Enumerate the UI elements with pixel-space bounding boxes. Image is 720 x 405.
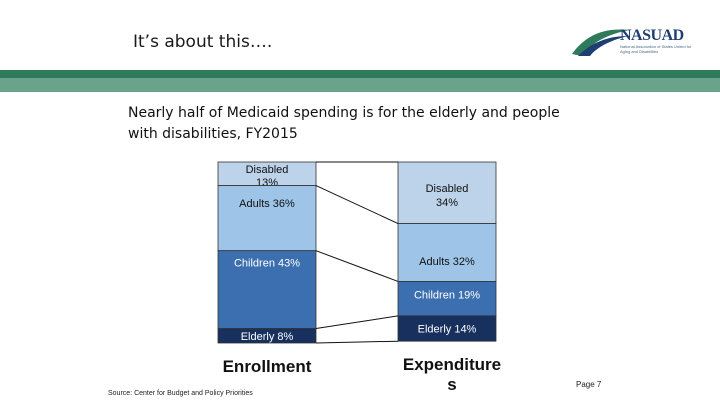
nasuad-logo-icon [572, 29, 630, 56]
page-number: Page 7 [576, 380, 602, 389]
connector-line [315, 340, 399, 344]
bar-children-enrollment [217, 250, 317, 329]
data-label-elderly-enrollment: Elderly 8% [241, 331, 294, 343]
header-band-light [0, 78, 720, 92]
category-label-expenditures: Expenditure s [403, 355, 501, 394]
connector-line [315, 315, 399, 330]
bar-adults-expenditures [397, 223, 497, 282]
logo-wordmark: NASUAD [620, 27, 684, 44]
slide-title: It’s about this…. [133, 32, 273, 52]
data-label-adults-enrollment: Adults 36% [239, 198, 295, 210]
bar-elderly-expenditures [397, 315, 497, 342]
data-label-adults-expenditures: Adults 32% [419, 256, 475, 268]
data-label-children-expenditures: Children 19% [414, 290, 480, 302]
header-band-dark [0, 70, 720, 78]
connector-line [315, 250, 399, 282]
data-label-elderly-expenditures: Elderly 14% [418, 324, 477, 336]
bar-disabled-expenditures [397, 161, 497, 224]
category-label-enrollment: Enrollment [223, 357, 312, 376]
data-label-disabled-expenditures: Disabled 34% [426, 183, 469, 209]
bar-children-expenditures [397, 281, 497, 317]
data-label-children-enrollment: Children 43% [234, 257, 300, 269]
chart-title: Nearly half of Medicaid spending is for … [128, 105, 560, 142]
source-note: Source: Center for Budget and Policy Pri… [108, 390, 253, 397]
bar-adults-enrollment [217, 185, 317, 252]
connector-line [315, 185, 399, 224]
bar-elderly-enrollment [217, 328, 317, 344]
logo-tagline: National Association of States United fo… [620, 44, 692, 54]
